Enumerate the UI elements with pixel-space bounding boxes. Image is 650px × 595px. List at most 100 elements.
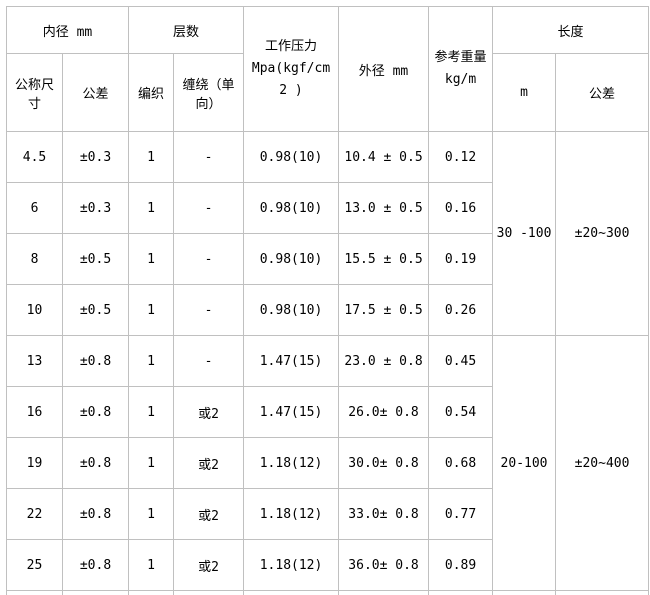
- cell-pressure: 1.47(15): [243, 386, 340, 438]
- header-braid: 编织: [128, 53, 175, 132]
- cell-pressure: 0.98(10): [243, 284, 340, 336]
- cell-nominal-size: 13: [6, 335, 63, 387]
- table-row: 16 ±0.8 1 或2 1.47(15) 26.0± 0.8 0.54: [6, 386, 649, 438]
- cell-empty: [338, 590, 430, 595]
- table-row: 6 ±0.3 1-0.98(10) 13.0 ± 0.5 0.16: [6, 182, 649, 234]
- header-working-pressure-line2: Mpa(kgf/cm 2 ): [251, 61, 331, 98]
- table-row-partial: [6, 590, 650, 595]
- cell-wrap: 或2: [173, 488, 245, 540]
- header-length-group: 长度: [492, 6, 650, 54]
- cell-nominal-size: 19: [6, 437, 63, 489]
- cell-weight: 0.77: [428, 488, 494, 540]
- header-row-sub: 公称尺寸 公差 编织 缠绕（单向） m 公差: [6, 53, 650, 132]
- cell-braid: 1: [128, 437, 175, 489]
- cell-nominal-size: 25: [6, 539, 63, 591]
- cell-weight: 0.16: [428, 182, 494, 234]
- cell-wrap: -: [173, 182, 245, 234]
- cell-outer: 36.0± 0.8: [338, 539, 430, 591]
- header-working-pressure-line1: 工作压力: [265, 39, 318, 54]
- header-tolerance: 公差: [61, 53, 130, 132]
- cell-nominal-size: 22: [6, 488, 63, 540]
- header-layers-group: 层数: [128, 6, 245, 54]
- cell-pressure: 1.18(12): [243, 488, 340, 540]
- cell-weight: 0.45: [428, 335, 494, 387]
- cell-braid: 1: [128, 131, 175, 183]
- cell-braid: 1: [128, 233, 175, 285]
- cell-tolerance: ±0.5: [61, 284, 130, 336]
- cell-outer: 23.0 ± 0.8: [338, 335, 430, 387]
- cell-wrap: 或2: [173, 539, 245, 591]
- cell-empty: [128, 590, 175, 595]
- cell-nominal-size: 8: [6, 233, 63, 285]
- cell-pressure: 1.18(12): [243, 437, 340, 489]
- table-body: 4.5 ±0.3 1-0.98(10) 10.4 ± 0.5 0.12 30 -100 ±2…: [6, 131, 650, 595]
- cell-tolerance: ±0.8: [61, 539, 130, 591]
- cell-empty: [173, 590, 245, 595]
- cell-weight: 0.19: [428, 233, 494, 285]
- cell-length-tolerance: ±20~300: [555, 131, 650, 336]
- cell-tolerance: ±0.8: [61, 335, 130, 387]
- header-nominal-size: 公称尺寸: [6, 53, 63, 132]
- cell-empty: [243, 590, 340, 595]
- cell-outer: 33.0± 0.8: [338, 488, 430, 540]
- cell-wrap: -: [173, 233, 245, 285]
- cell-empty: [555, 590, 650, 595]
- cell-nominal-size: 16: [6, 386, 63, 438]
- cell-outer: 15.5 ± 0.5: [338, 233, 430, 285]
- cell-tolerance: ±0.8: [61, 386, 130, 438]
- table-row: 8 ±0.5 1-0.98(10) 15.5 ± 0.5 0.19: [6, 233, 649, 285]
- header-inner-diameter-group: 内径 mm: [5, 6, 130, 54]
- cell-nominal-size: 10: [6, 284, 63, 336]
- cell-weight: 0.26: [428, 284, 494, 336]
- cell-outer: 17.5 ± 0.5: [338, 284, 430, 336]
- cell-outer: 26.0± 0.8: [338, 386, 430, 438]
- cell-wrap: -: [173, 335, 245, 387]
- table-row: 19 ±0.8 1 或2 1.18(12) 30.0± 0.8 0.68: [6, 437, 649, 489]
- cell-tolerance: ±0.3: [61, 182, 130, 234]
- cell-wrap: -: [173, 284, 245, 336]
- table-row: 22 ±0.8 1 或2 1.18(12) 33.0± 0.8 0.77: [6, 488, 649, 540]
- header-wrap: 缠绕（单向）: [173, 53, 245, 132]
- cell-pressure: 1.47(15): [243, 335, 340, 387]
- hose-spec-table: 内径 mm 层数 工作压力 Mpa(kgf/cm 2 ) 外径 mm 参考重量 …: [5, 6, 650, 595]
- cell-empty: [428, 590, 494, 595]
- table-row: 25 ±0.8 1 或2 1.18(12) 36.0± 0.8 0.89: [6, 539, 649, 591]
- cell-wrap: -: [173, 131, 245, 183]
- cell-empty: [61, 590, 130, 595]
- cell-braid: 1: [128, 386, 175, 438]
- cell-weight: 0.89: [428, 539, 494, 591]
- cell-nominal-size: 6: [6, 182, 63, 234]
- cell-pressure: 0.98(10): [243, 182, 340, 234]
- cell-weight: 0.68: [428, 437, 494, 489]
- cell-braid: 1: [128, 335, 175, 387]
- cell-braid: 1: [128, 284, 175, 336]
- cell-weight: 0.12: [428, 131, 494, 183]
- header-length-tolerance: 公差: [555, 53, 650, 132]
- header-outer-diameter: 外径 mm: [338, 6, 430, 132]
- cell-tolerance: ±0.8: [61, 437, 130, 489]
- cell-braid: 1: [128, 182, 175, 234]
- cell-length-m: 30 -100: [492, 131, 557, 336]
- cell-wrap: 或2: [173, 386, 245, 438]
- cell-outer: 10.4 ± 0.5: [338, 131, 430, 183]
- table-row: 4.5 ±0.3 1-0.98(10) 10.4 ± 0.5 0.12 30 -100 ±2…: [6, 131, 650, 336]
- cell-tolerance: ±0.8: [61, 488, 130, 540]
- cell-empty: [492, 590, 557, 595]
- header-working-pressure: 工作压力 Mpa(kgf/cm 2 ): [243, 6, 340, 132]
- table-row: 13 ±0.8 1-1.47(15) 23.0 ± 0.8 0.45 20-100 ±20~…: [6, 335, 650, 591]
- header-ref-weight: 参考重量 kg/m: [428, 6, 494, 132]
- cell-wrap: 或2: [173, 437, 245, 489]
- cell-weight: 0.54: [428, 386, 494, 438]
- cell-nominal-size: 4.5: [6, 131, 63, 183]
- header-length-m: m: [492, 53, 557, 132]
- cell-outer: 13.0 ± 0.5: [338, 182, 430, 234]
- cell-tolerance: ±0.3: [61, 131, 130, 183]
- cell-length-tolerance: ±20~400: [555, 335, 650, 591]
- cell-outer: 30.0± 0.8: [338, 437, 430, 489]
- cell-pressure: 0.98(10): [243, 233, 340, 285]
- cell-length-m: 20-100: [492, 335, 557, 591]
- cell-empty: [6, 590, 63, 595]
- header-ref-weight-line2: kg/m: [444, 72, 477, 87]
- cell-tolerance: ±0.5: [61, 233, 130, 285]
